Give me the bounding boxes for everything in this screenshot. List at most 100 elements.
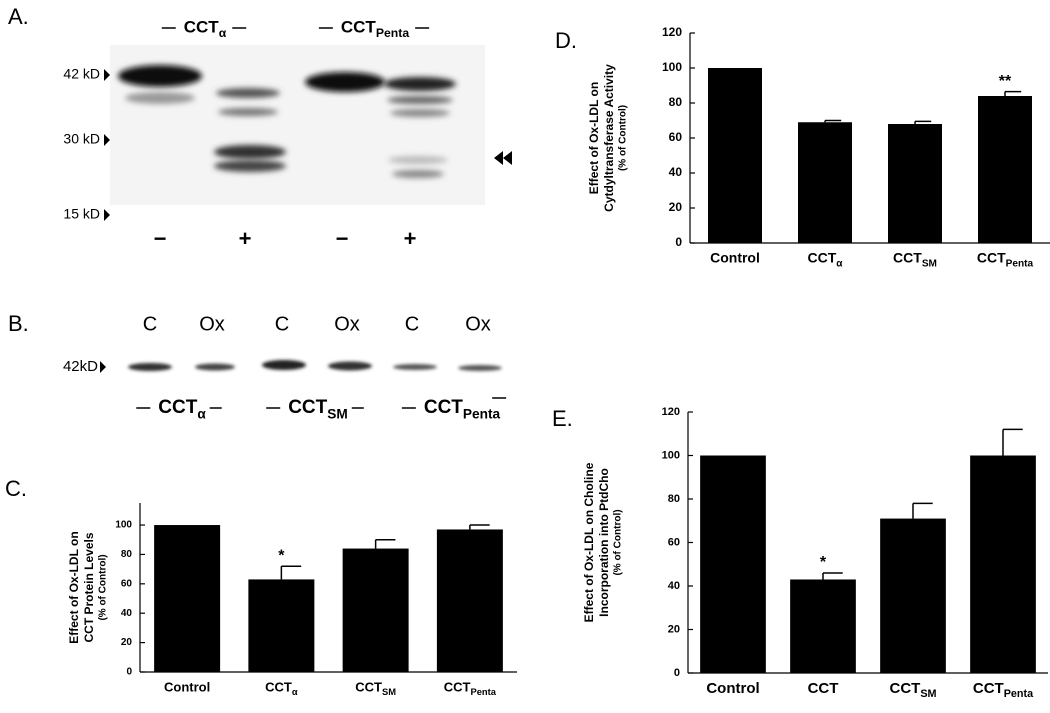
x-tick-label: Control: [164, 679, 210, 694]
x-tick-label-subscript: Penta: [1004, 688, 1034, 700]
bar: [790, 579, 856, 673]
panel-label: C.: [5, 476, 27, 501]
group-label-subscript: Penta: [463, 406, 501, 421]
x-tick-label: CCT: [355, 679, 382, 694]
annotation: *: [278, 547, 285, 564]
y-tick-label: 100: [115, 520, 132, 531]
band: [214, 145, 286, 159]
y-tick-label: 60: [669, 130, 683, 144]
y-axis-label: Effect of Ox-LDL on: [67, 531, 81, 643]
bar: [880, 518, 946, 673]
y-tick-label: 100: [662, 60, 682, 74]
y-axis-label: (% of Control): [98, 554, 109, 620]
band: [125, 92, 195, 104]
bar: [248, 579, 315, 672]
x-tick-label: CCT: [444, 679, 471, 694]
lane-label: C: [275, 313, 289, 335]
bar: [888, 124, 942, 243]
band: [328, 361, 372, 371]
y-tick-label: 80: [668, 493, 680, 505]
group-label: CCT: [184, 17, 220, 36]
blot-b: [128, 360, 502, 371]
y-axis-label: (% of Control): [618, 105, 629, 171]
x-tick-label: CCT: [977, 250, 1006, 266]
y-tick-label: 40: [669, 165, 683, 179]
lane-label: +: [239, 226, 252, 251]
y-axis-label: Incorporation into PtdCho: [597, 468, 611, 617]
bar: [798, 122, 852, 243]
y-tick-label: 40: [668, 580, 680, 592]
band: [305, 72, 385, 92]
group-label-subscript: α: [219, 26, 227, 40]
x-tick-label: CCT: [265, 679, 292, 694]
lane-label: Ox: [465, 313, 491, 335]
arrowhead: [494, 151, 503, 165]
y-tick-label: 20: [668, 623, 680, 635]
x-tick-label-subscript: SM: [920, 688, 936, 700]
lane-label: −: [154, 226, 167, 251]
y-tick-label: 60: [668, 536, 680, 548]
band: [392, 170, 444, 178]
band: [216, 88, 280, 98]
y-tick-label: 80: [121, 549, 133, 560]
group-label: CCT: [288, 397, 327, 418]
y-tick-label: 20: [669, 200, 683, 214]
x-tick-label: CCT: [808, 680, 839, 697]
bar: [708, 68, 762, 243]
group-label-subscript: α: [197, 406, 206, 421]
y-axis-label: Effect of Ox-LDL on Choline: [582, 462, 596, 622]
marker-label: 42kD: [63, 358, 98, 375]
y-tick-label: 0: [126, 667, 132, 678]
band: [218, 108, 278, 116]
group-label: CCT: [158, 397, 197, 418]
x-tick-label-subscript: Penta: [471, 687, 497, 697]
panel-label: A.: [8, 4, 29, 29]
lane-label: Ox: [334, 313, 360, 335]
band: [393, 364, 437, 370]
x-tick-label: CCT: [889, 680, 920, 697]
y-axis-label: Cytdyltransferase Activity: [602, 64, 616, 212]
x-tick-label: Control: [710, 250, 760, 266]
arrowhead: [503, 151, 512, 165]
y-tick-label: 0: [675, 235, 682, 249]
marker-arrow: [104, 209, 110, 221]
x-tick-label-subscript: α: [836, 259, 843, 270]
annotation: *: [820, 554, 827, 571]
y-axis-label: Effect of Ox-LDL on: [587, 82, 601, 194]
lane-label: C: [143, 313, 157, 335]
x-tick-label: CCT: [973, 680, 1004, 697]
band: [458, 365, 502, 371]
marker-label: 15 kD: [63, 206, 100, 222]
band: [118, 65, 202, 87]
y-tick-label: 0: [674, 667, 680, 679]
x-tick-label-subscript: Penta: [1006, 259, 1034, 270]
band: [195, 363, 235, 371]
y-axis-label: (% of Control): [613, 509, 624, 575]
marker-arrow: [104, 134, 110, 146]
group-label-subscript: SM: [327, 406, 348, 421]
bar: [970, 455, 1036, 673]
band: [384, 77, 456, 91]
x-tick-label: CCT: [808, 250, 837, 266]
marker-label: 42 kD: [63, 66, 100, 82]
bar: [978, 96, 1032, 243]
y-tick-label: 60: [121, 578, 133, 589]
marker-arrow: [100, 361, 106, 373]
lane-label: Ox: [199, 313, 225, 335]
bar: [436, 529, 503, 672]
x-tick-label-subscript: SM: [382, 687, 396, 697]
annotation: **: [999, 73, 1012, 90]
blot-a: [110, 45, 512, 205]
panel-label: B.: [8, 311, 29, 336]
marker-arrow: [104, 69, 110, 81]
y-tick-label: 120: [662, 25, 682, 39]
marker-label: 30 kD: [63, 131, 100, 147]
y-tick-label: 80: [669, 95, 683, 109]
x-tick-label-subscript: SM: [922, 259, 937, 270]
band: [387, 96, 453, 104]
band: [262, 360, 306, 370]
x-tick-label: CCT: [893, 250, 922, 266]
lane-label: +: [404, 226, 417, 251]
band: [388, 156, 448, 164]
bar: [342, 548, 409, 672]
